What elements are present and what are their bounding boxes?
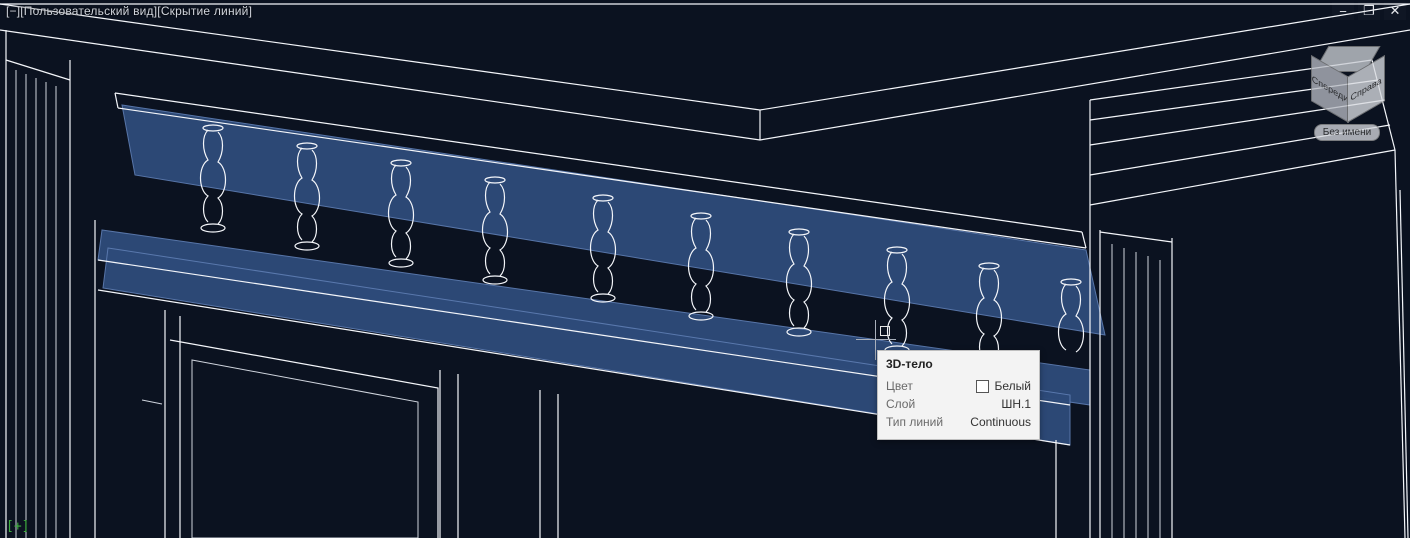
tooltip-title: 3D-тело (886, 357, 1031, 371)
window-minimize-button[interactable]: − (1332, 2, 1354, 20)
tooltip-key: Тип линий (886, 415, 943, 429)
color-swatch-icon (976, 380, 989, 393)
tooltip-row-color: Цвет Белый (886, 377, 1031, 395)
tooltip-key: Цвет (886, 379, 913, 393)
tooltip-value: Continuous (970, 415, 1031, 429)
tooltip-row-layer: Слой ШН.1 (886, 395, 1031, 413)
window-close-button[interactable]: ✕ (1384, 2, 1406, 20)
entity-tooltip: 3D-тело Цвет Белый Слой ШН.1 Тип линий C… (877, 350, 1040, 440)
tooltip-value-text: Белый (995, 379, 1031, 393)
view-label[interactable]: [−][Пользовательский вид][Скрытие линий] (6, 4, 252, 18)
view-cube[interactable]: Спереди Справа Без имени (1302, 46, 1392, 156)
viewcube-home-chip[interactable]: Без имени (1314, 124, 1380, 141)
window-maximize-button[interactable]: ❐ (1358, 2, 1380, 20)
model-canvas[interactable] (0, 0, 1410, 538)
window-controls: − ❐ ✕ (1332, 2, 1406, 20)
ucs-icon[interactable]: [+] (6, 519, 29, 534)
tooltip-row-linetype: Тип линий Continuous (886, 413, 1031, 431)
tooltip-key: Слой (886, 397, 915, 411)
drawing-viewport[interactable]: [−][Пользовательский вид][Скрытие линий]… (0, 0, 1410, 538)
tooltip-value: Белый (976, 379, 1031, 393)
tooltip-value: ШН.1 (1001, 397, 1031, 411)
